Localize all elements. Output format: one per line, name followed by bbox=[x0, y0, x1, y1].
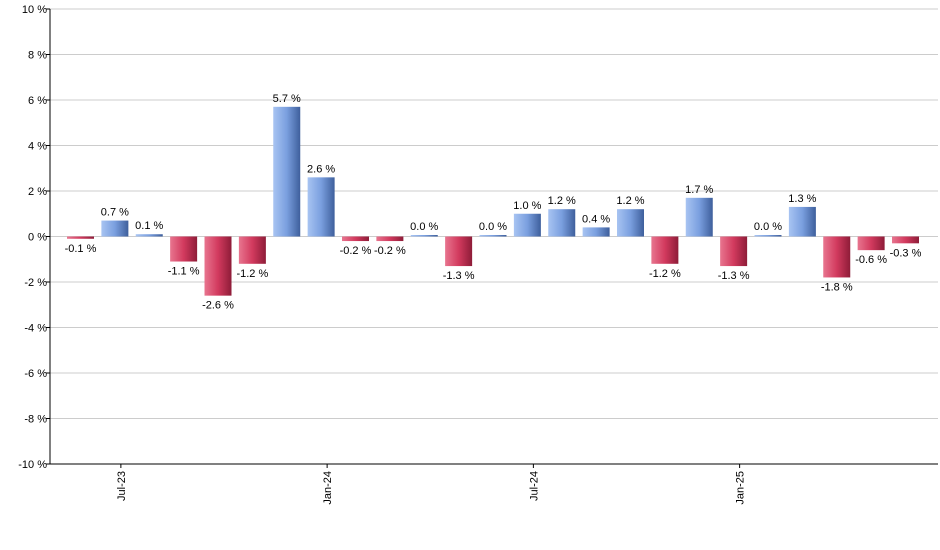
bar-value-label: 2.6 % bbox=[307, 163, 335, 175]
bar-value-label: 1.7 % bbox=[685, 184, 713, 196]
bar-value-label: -1.3 % bbox=[718, 270, 750, 282]
bar bbox=[823, 236, 851, 278]
bar bbox=[273, 106, 301, 237]
bar-value-label: 1.3 % bbox=[788, 193, 816, 205]
x-tick-label: Jul-24 bbox=[528, 471, 540, 501]
y-tick-label: -8 % bbox=[24, 414, 47, 426]
bar bbox=[445, 236, 473, 267]
bar-value-label: -1.3 % bbox=[443, 270, 475, 282]
x-tick-label: Jan-24 bbox=[322, 471, 334, 505]
bar-labels: -0.1 % 0.7 % 0.1 % -1.1 % -2.6 % -1.2 % 5.7 % 2… bbox=[65, 93, 922, 312]
bar bbox=[170, 236, 198, 262]
y-tick-label: -4 % bbox=[24, 323, 47, 335]
y-tick-label: 10 % bbox=[22, 4, 47, 16]
y-tick-label: 4 % bbox=[28, 141, 47, 153]
bar bbox=[788, 206, 816, 237]
bar-value-label: -1.2 % bbox=[649, 268, 681, 280]
bar bbox=[135, 234, 163, 237]
bar-value-label: 0.7 % bbox=[101, 207, 129, 219]
bar-value-label: -0.6 % bbox=[855, 254, 887, 266]
bar-value-label: 0.1 % bbox=[135, 220, 163, 232]
bar-value-label: -1.2 % bbox=[236, 268, 268, 280]
bar-value-label: 1.2 % bbox=[616, 195, 644, 207]
x-tick-label: Jan-25 bbox=[735, 471, 747, 505]
bar bbox=[617, 209, 644, 237]
bar bbox=[307, 177, 335, 237]
bar-value-label: -1.1 % bbox=[168, 266, 200, 278]
bar-value-label: 1.0 % bbox=[513, 200, 541, 212]
bar-value-label: -0.3 % bbox=[890, 247, 922, 259]
bars bbox=[67, 106, 919, 296]
y-tick-label: 0 % bbox=[28, 232, 47, 244]
axes bbox=[49, 9, 938, 465]
y-tick-label: -2 % bbox=[24, 277, 47, 289]
bar-value-label: 0.0 % bbox=[410, 221, 438, 233]
y-tick-label: -6 % bbox=[24, 368, 47, 380]
y-tick-label: 6 % bbox=[28, 95, 47, 107]
bar bbox=[238, 236, 266, 264]
bar-value-label: -2.6 % bbox=[202, 300, 234, 312]
y-tick-label: 8 % bbox=[28, 50, 47, 62]
bar bbox=[410, 235, 438, 237]
bar bbox=[548, 209, 576, 237]
y-tick-label: -10 % bbox=[18, 459, 47, 471]
bar-value-label: -0.1 % bbox=[65, 243, 97, 255]
bar bbox=[857, 236, 885, 251]
bar bbox=[204, 236, 232, 296]
bar bbox=[651, 236, 679, 264]
bar bbox=[754, 235, 782, 237]
y-axis-ticks: 10 % 8 % 6 % 4 % 2 % 0 % -2 % -4 % -6 % -8 % -10 % bbox=[18, 4, 50, 471]
bar bbox=[513, 213, 541, 237]
y-tick-label: 2 % bbox=[28, 186, 47, 198]
bar bbox=[376, 236, 404, 242]
bar-value-label: 0.0 % bbox=[754, 221, 782, 233]
bar bbox=[67, 236, 94, 239]
bar-value-label: 0.4 % bbox=[582, 213, 610, 225]
bar-value-label: -0.2 % bbox=[374, 245, 406, 257]
bar bbox=[342, 236, 369, 242]
x-axis-ticks: Jul-23 Jan-24 Jul-24 Jan-25 bbox=[116, 464, 747, 505]
bar bbox=[892, 236, 919, 244]
bar-value-label: 1.2 % bbox=[548, 195, 576, 207]
bar bbox=[720, 236, 748, 267]
bar bbox=[582, 227, 610, 237]
bar-value-label: 5.7 % bbox=[273, 93, 301, 105]
bar bbox=[479, 235, 507, 237]
bar bbox=[685, 197, 713, 237]
x-tick-label: Jul-23 bbox=[116, 471, 128, 501]
bar-value-label: -1.8 % bbox=[821, 281, 853, 293]
bar-value-label: -0.2 % bbox=[340, 245, 372, 257]
bar bbox=[101, 220, 129, 237]
bar-value-label: 0.0 % bbox=[479, 221, 507, 233]
